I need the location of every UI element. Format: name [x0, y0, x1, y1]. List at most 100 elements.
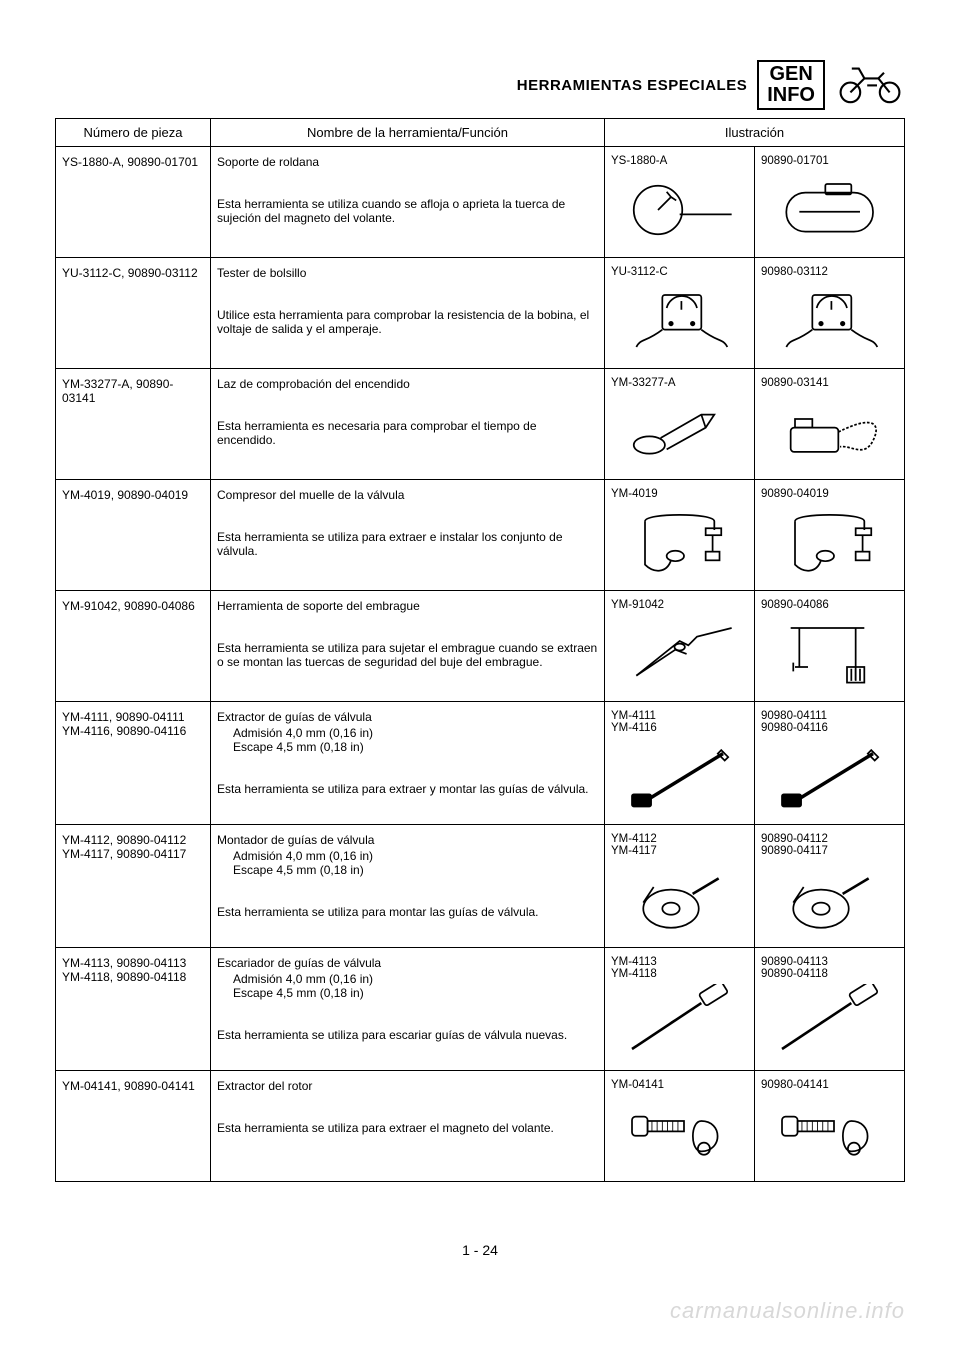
tool-sub: Escape 4,5 mm (0,18 in) — [217, 986, 598, 1000]
illustration-label: 90890-04019 — [761, 488, 898, 500]
illustration-label: YM-04141 — [611, 1079, 748, 1091]
gen-info-box: GEN INFO — [757, 60, 825, 110]
tool-illustration-icon — [761, 282, 898, 360]
tool-desc: Esta herramienta se utiliza para extraer… — [217, 1121, 598, 1135]
table-row: YM-4112, 90890-04112 YM-4117, 90890-0411… — [56, 825, 905, 948]
table-row: YM-4111, 90890-04111 YM-4116, 90890-0411… — [56, 702, 905, 825]
illustration-label: 90890-03141 — [761, 377, 898, 389]
info-label: INFO — [767, 85, 815, 106]
tool-desc: Esta herramienta se utiliza para montar … — [217, 905, 598, 919]
cell-name: Montador de guías de válvula Admisión 4,0… — [211, 825, 605, 948]
cell-illustration-2: 90890-04113 90890-04118 — [755, 948, 905, 1071]
tool-illustration-icon — [761, 393, 898, 471]
tools-table: Número de pieza Nombre de la herramienta… — [55, 118, 905, 1182]
cell-name: Extractor de guías de válvula Admisión 4,… — [211, 702, 605, 825]
cell-part: YM-91042, 90890-04086 — [56, 591, 211, 702]
illustration-label: 90980-04141 — [761, 1079, 898, 1091]
illustration-label: YS-1880-A — [611, 155, 748, 167]
tool-illustration-icon — [761, 984, 898, 1062]
tool-illustration-icon — [611, 282, 748, 360]
section-title: HERRAMIENTAS ESPECIALES — [517, 77, 747, 94]
tool-desc: Esta herramienta se utiliza para extraer… — [217, 530, 598, 558]
cell-part: YS-1880-A, 90890-01701 — [56, 147, 211, 258]
tool-name: Tester de bolsillo — [217, 266, 598, 280]
tool-name: Extractor de guías de válvula — [217, 710, 598, 724]
tool-illustration-icon — [761, 504, 898, 582]
illustration-label: 90890-04086 — [761, 599, 898, 611]
tool-name: Compresor del muelle de la válvula — [217, 488, 598, 502]
tool-name: Laz de comprobación del encendido — [217, 377, 598, 391]
cell-illustration-2: 90980-04141 — [755, 1071, 905, 1182]
tool-desc: Esta herramienta es necesaria para compr… — [217, 419, 598, 447]
table-row: YM-91042, 90890-04086Herramienta de sopo… — [56, 591, 905, 702]
tool-desc: Esta herramienta se utiliza para sujetar… — [217, 641, 598, 669]
tool-sub: Admisión 4,0 mm (0,16 in) — [217, 849, 598, 863]
cell-illustration-1: YM-4112 YM-4117 — [605, 825, 755, 948]
cell-illustration-1: YU-3112-C — [605, 258, 755, 369]
tool-illustration-icon — [611, 1095, 748, 1173]
illustration-label: YM-4113 YM-4118 — [611, 956, 748, 980]
table-header-row: Número de pieza Nombre de la herramienta… — [56, 119, 905, 147]
tool-sub: Admisión 4,0 mm (0,16 in) — [217, 726, 598, 740]
tool-illustration-icon — [761, 171, 898, 249]
cell-part: YM-4112, 90890-04112 YM-4117, 90890-0411… — [56, 825, 211, 948]
cell-illustration-2: 90890-03141 — [755, 369, 905, 480]
table-row: YM-4019, 90890-04019Compresor del muelle… — [56, 480, 905, 591]
illustration-label: 90890-04113 90890-04118 — [761, 956, 898, 980]
cell-illustration-2: 90890-01701 — [755, 147, 905, 258]
tool-desc: Esta herramienta se utiliza para extraer… — [217, 782, 598, 796]
illustration-label: YM-4111 YM-4116 — [611, 710, 748, 734]
table-row: YM-04141, 90890-04141Extractor del rotor… — [56, 1071, 905, 1182]
tool-illustration-icon — [761, 1095, 898, 1173]
table-row: YU-3112-C, 90890-03112Tester de bolsillo… — [56, 258, 905, 369]
cell-illustration-1: YM-33277-A — [605, 369, 755, 480]
tool-illustration-icon — [761, 861, 898, 939]
cell-name: Compresor del muelle de la válvula Esta h… — [211, 480, 605, 591]
tool-illustration-icon — [611, 738, 748, 816]
tool-name: Extractor del rotor — [217, 1079, 598, 1093]
illustration-label: 90890-04112 90890-04117 — [761, 833, 898, 857]
page-header: HERRAMIENTAS ESPECIALES GEN INFO — [55, 60, 905, 110]
cell-name: Herramienta de soporte del embragueEsta … — [211, 591, 605, 702]
cell-illustration-1: YS-1880-A — [605, 147, 755, 258]
cell-name: Escariador de guías de válvula Admisión 4… — [211, 948, 605, 1071]
cell-illustration-2: 90980-04111 90980-04116 — [755, 702, 905, 825]
illustration-label: YM-33277-A — [611, 377, 748, 389]
tool-illustration-icon — [611, 615, 748, 693]
header-name: Nombre de la herramienta/Función — [211, 119, 605, 147]
cell-illustration-2: 90890-04019 — [755, 480, 905, 591]
header-illustration: Ilustración — [605, 119, 905, 147]
cell-name: Tester de bolsillo Utilice esta herramien… — [211, 258, 605, 369]
cell-illustration-1: YM-4111 YM-4116 — [605, 702, 755, 825]
table-row: YS-1880-A, 90890-01701Soporte de roldana… — [56, 147, 905, 258]
tool-desc: Utilice esta herramienta para comprobar … — [217, 308, 598, 336]
tool-illustration-icon — [611, 504, 748, 582]
tool-illustration-icon — [611, 984, 748, 1062]
cell-part: YU-3112-C, 90890-03112 — [56, 258, 211, 369]
illustration-label: YM-4019 — [611, 488, 748, 500]
illustration-label: YM-91042 — [611, 599, 748, 611]
illustration-label: 90980-03112 — [761, 266, 898, 278]
watermark: carmanualsonline.info — [55, 1298, 905, 1324]
tool-name: Escariador de guías de válvula — [217, 956, 598, 970]
tool-sub: Admisión 4,0 mm (0,16 in) — [217, 972, 598, 986]
tool-sub: Escape 4,5 mm (0,18 in) — [217, 863, 598, 877]
motorcycle-icon — [835, 63, 905, 107]
tool-desc: Esta herramienta se utiliza para escaria… — [217, 1028, 598, 1042]
illustration-label: YM-4112 YM-4117 — [611, 833, 748, 857]
tool-illustration-icon — [761, 738, 898, 816]
illustration-label: 90890-01701 — [761, 155, 898, 167]
cell-name: Extractor del rotor Esta herramienta se u… — [211, 1071, 605, 1182]
tool-name: Montador de guías de válvula — [217, 833, 598, 847]
tool-illustration-icon — [611, 171, 748, 249]
cell-name: Soporte de roldana Esta herramienta se ut… — [211, 147, 605, 258]
gen-label: GEN — [769, 64, 812, 85]
header-part: Número de pieza — [56, 119, 211, 147]
tool-illustration-icon — [761, 615, 898, 693]
cell-illustration-1: YM-04141 — [605, 1071, 755, 1182]
cell-part: YM-33277-A, 90890-03141 — [56, 369, 211, 480]
cell-illustration-1: YM-4113 YM-4118 — [605, 948, 755, 1071]
tool-desc: Esta herramienta se utiliza cuando se af… — [217, 197, 598, 225]
tool-name: Soporte de roldana — [217, 155, 598, 169]
cell-part: YM-4019, 90890-04019 — [56, 480, 211, 591]
